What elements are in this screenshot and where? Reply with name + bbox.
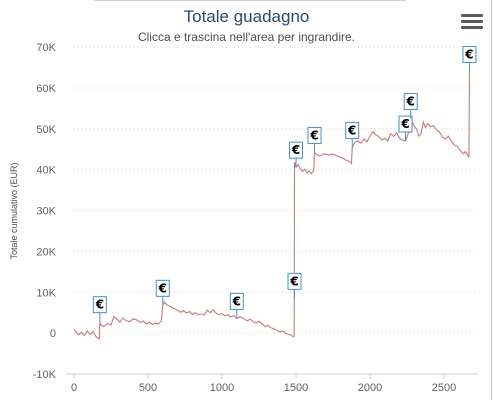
flag-box xyxy=(92,296,107,314)
x-axis: 0 500 1000 1500 2000 2500 xyxy=(66,373,478,394)
y-tick-label: 50K xyxy=(36,124,56,136)
flag-label: € xyxy=(289,274,298,288)
flags-group: € € € € € € € € € € xyxy=(92,46,477,322)
y-tick-label: 30K xyxy=(36,206,56,218)
menu-bar xyxy=(461,14,483,17)
x-tick-label: 1000 xyxy=(210,382,234,394)
flag-marker[interactable]: € xyxy=(155,279,170,306)
flag-box xyxy=(345,122,360,140)
y-tick-label: -10K xyxy=(33,369,57,381)
y-axis-label: Totale cumulativo (EUR) xyxy=(9,162,19,259)
x-tick-label: 500 xyxy=(139,382,157,394)
y-tick-label: 40K xyxy=(36,165,56,177)
flag-marker[interactable]: € xyxy=(462,46,477,72)
flag-label: € xyxy=(400,117,409,131)
series-line-group xyxy=(73,71,471,340)
flag-label: € xyxy=(232,294,241,308)
flag-box xyxy=(307,126,322,144)
x-tick-label: 2000 xyxy=(358,382,382,394)
flag-marker[interactable]: € xyxy=(229,292,244,319)
flag-label: € xyxy=(347,124,356,138)
x-tick-label: 1500 xyxy=(284,382,308,394)
y-tick-label: 70K xyxy=(36,42,56,54)
flag-marker[interactable]: € xyxy=(345,122,360,148)
flag-marker[interactable]: € xyxy=(398,115,413,142)
x-tick-label: 2500 xyxy=(432,382,456,394)
flag-label: € xyxy=(158,281,167,295)
flag-marker[interactable]: € xyxy=(289,141,303,168)
flag-box xyxy=(462,46,477,64)
flag-label: € xyxy=(406,95,415,109)
flag-box xyxy=(398,115,413,133)
legend xyxy=(40,392,480,400)
y-tick-label: 0 xyxy=(50,328,56,340)
y-tick-label: 10K xyxy=(36,287,56,299)
flag-box xyxy=(403,93,418,111)
flag-marker[interactable]: € xyxy=(287,272,302,299)
flag-marker[interactable]: € xyxy=(403,93,418,119)
flag-label: € xyxy=(464,48,473,62)
y-tick-label: 60K xyxy=(36,83,56,95)
flag-box xyxy=(289,141,303,159)
top-border-line xyxy=(94,0,406,1)
x-tick-label: 0 xyxy=(71,382,77,394)
menu-bar xyxy=(461,26,483,29)
flag-box xyxy=(287,272,302,290)
flag-box xyxy=(155,279,170,297)
chart-title: Totale guadagno xyxy=(183,7,310,26)
chart-subtitle: Clicca e trascina nell'area per ingrandi… xyxy=(137,30,356,44)
flag-label: € xyxy=(95,298,104,312)
flag-box xyxy=(229,292,244,310)
hamburger-menu-icon[interactable] xyxy=(461,14,483,34)
flag-label: € xyxy=(291,143,300,157)
y-tick-label: 20K xyxy=(36,246,56,258)
series-line[interactable] xyxy=(73,71,471,340)
flag-marker[interactable]: € xyxy=(92,296,107,322)
menu-bar xyxy=(461,20,483,23)
flag-label: € xyxy=(309,128,318,142)
flag-marker[interactable]: € xyxy=(307,126,322,153)
y-axis-ticks: -10K 0 10K 20K 30K 40K 50K 60K 70K xyxy=(33,42,57,381)
